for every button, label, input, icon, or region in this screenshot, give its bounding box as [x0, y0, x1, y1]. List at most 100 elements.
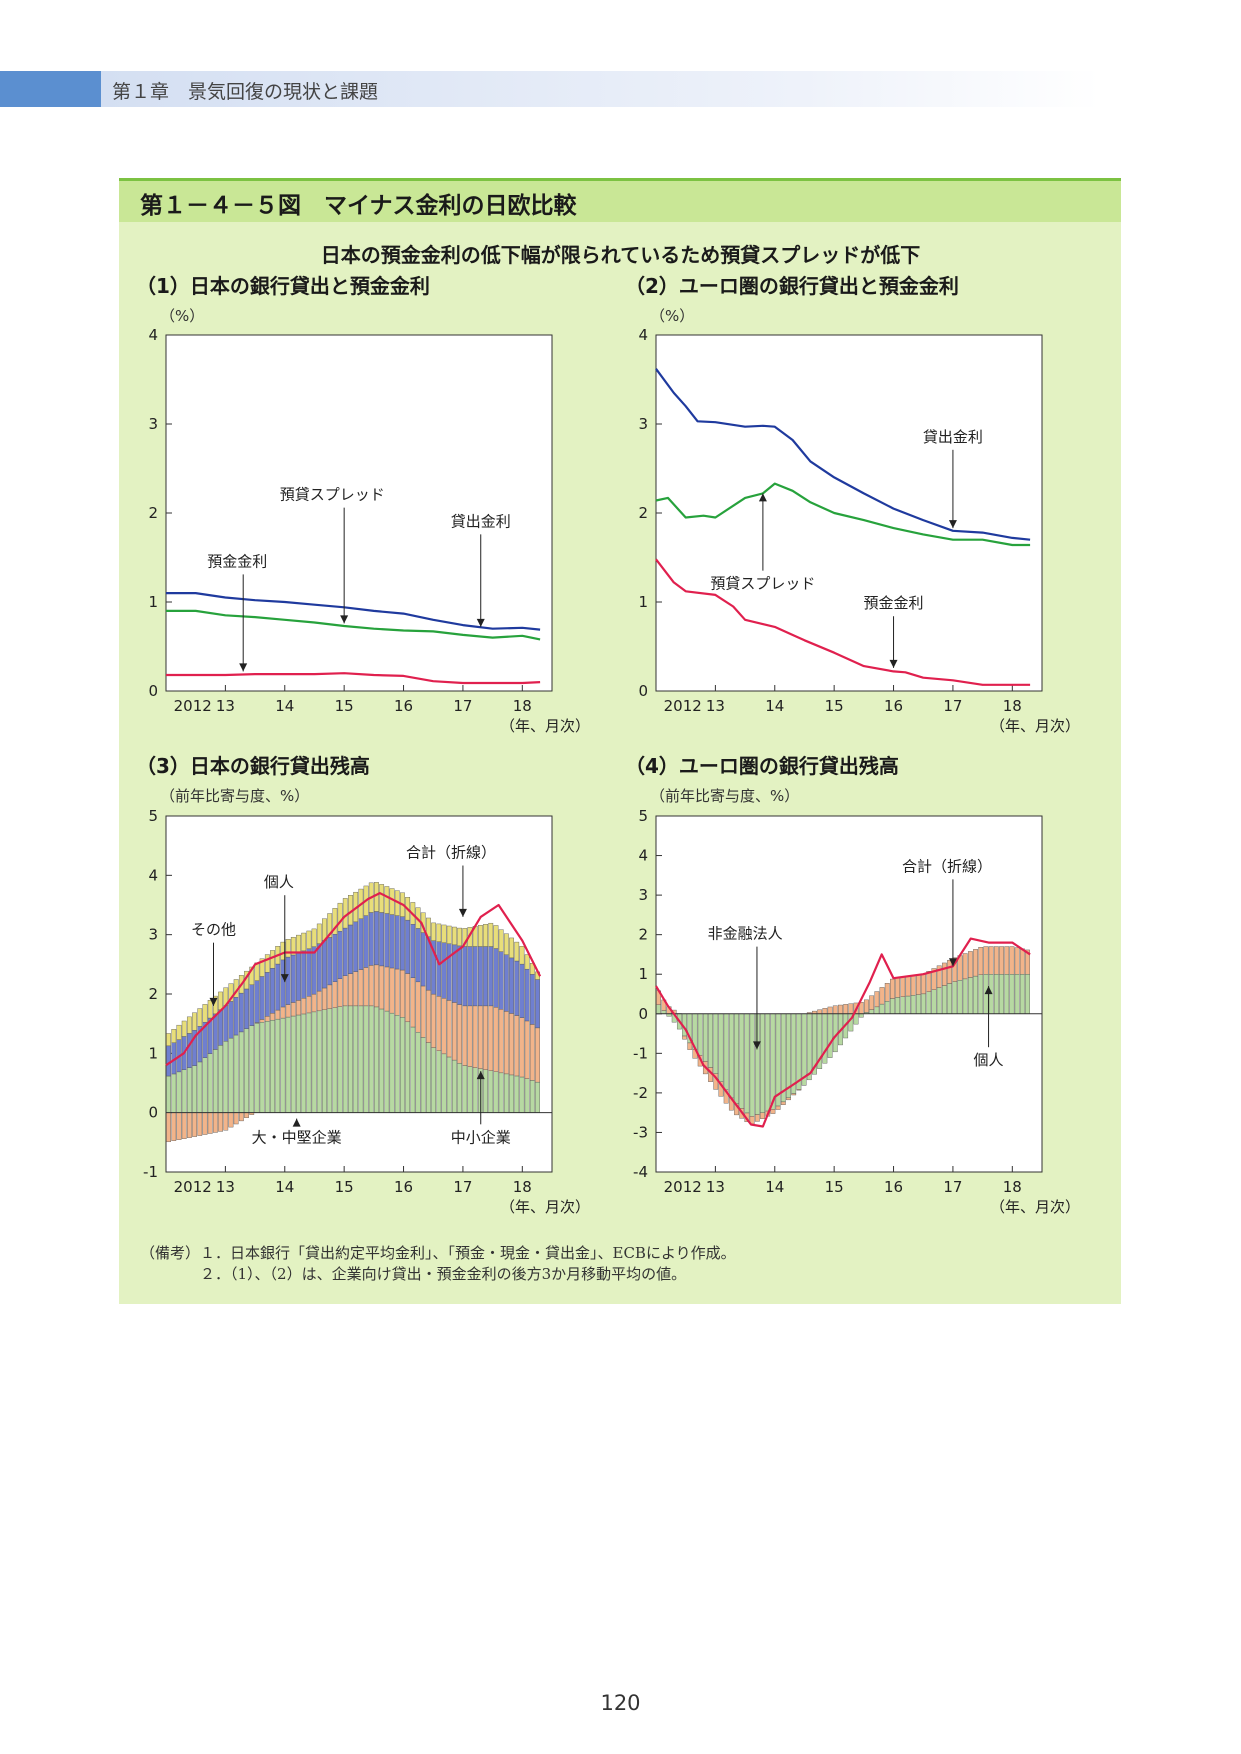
chart3-bar-大・中堅企業-42 [384, 1010, 390, 1113]
chart2-annotation-arrow-0 [948, 520, 957, 529]
chart4-bar-個人-42 [874, 991, 880, 1008]
chart4-bar-個人-70 [1019, 948, 1025, 975]
chart3-bar-個人-24 [290, 954, 296, 1003]
chart4-bar-非金融法人-29 [806, 1013, 812, 1081]
chart1-xtick-label-4: 16 [394, 697, 413, 715]
chart4-bar-非金融法人-42 [874, 1006, 880, 1014]
chart4-bar-非金融法人-59 [962, 978, 968, 1014]
chart3-bar-大・中堅企業-24 [290, 1015, 296, 1113]
figure-subtitle: 日本の預金金利の低下幅が限られているため預貸スプレッドが低下 [320, 243, 921, 267]
chart3-bar-個人-44 [394, 915, 400, 970]
chart4-bar-個人-26 [791, 1093, 797, 1096]
chart4-title: （4）ユーロ圏の銀行貸出残高 [625, 754, 899, 778]
chart4-bar-非金融法人-70 [1019, 974, 1025, 1014]
chart3-bar-個人-59 [472, 946, 478, 1007]
chart3-bar-中小企業-34 [342, 975, 348, 1007]
chart3-bar-個人-30 [322, 940, 327, 989]
chart3-ytick-label-6: 5 [148, 807, 158, 825]
chart4-bar-個人-52 [926, 971, 932, 992]
chart3-bar-個人-40 [374, 911, 379, 966]
chart3-bar-個人-63 [493, 948, 499, 1008]
chart3-bar-個人-66 [509, 957, 514, 1014]
chart3-annotation-2: その他 [191, 921, 236, 939]
chart3-bar-大・中堅企業-50 [426, 1042, 431, 1113]
chart3-bar-大・中堅企業-20 [270, 1019, 275, 1113]
chart3-bar-個人-32 [332, 934, 338, 982]
chart3-line-合計（折線） [165, 892, 542, 1067]
figure-title: 第１－４－５図 マイナス金利の日欧比較 [140, 193, 577, 219]
chart3-bar-大・中堅企業-2 [176, 1071, 182, 1113]
chart2-ytick-label-3: 3 [638, 415, 648, 433]
chart4-bar-非金融法人-57 [952, 981, 958, 1014]
chart4-bar-非金融法人-66 [999, 974, 1004, 1014]
chart4-annotation-arrow-1 [752, 1041, 761, 1050]
chart4-xtick-label-4: 16 [884, 1178, 903, 1196]
chart1-xtick-label-6: 18 [513, 697, 532, 715]
chart3-bar-その他-16 [249, 966, 255, 986]
chart3-ytick-label-4: 3 [148, 926, 158, 944]
chart2-xtick-label-3: 15 [825, 697, 844, 715]
chart1-ytick-label-3: 3 [148, 415, 158, 433]
chart3-bar-その他-33 [337, 902, 343, 932]
chart3-bar-個人-27 [306, 948, 312, 997]
chart3-bar-中小企業-25 [296, 1000, 301, 1016]
chart3-bar-個人-58 [467, 946, 473, 1007]
chart4-bar-個人-44 [884, 983, 890, 1002]
chart3-bar-中小企業-24 [290, 1002, 296, 1017]
chart3-bar-その他-18 [259, 958, 265, 977]
chart4-bar-個人-50 [916, 974, 921, 995]
chart3-bar-中小企業-43 [389, 967, 395, 1014]
chart3-bar-大・中堅企業-12 [228, 1037, 234, 1113]
chart3-bar-大・中堅企業-53 [441, 1053, 447, 1113]
chart3-bar-中小企業-39 [368, 965, 374, 1007]
chart3-bar-中小企業-44 [394, 968, 400, 1016]
chart3-xtick-label-5: 17 [453, 1178, 472, 1196]
chart3-bar-個人-28 [311, 946, 317, 995]
chart4-bar-非金融法人-48 [905, 995, 911, 1014]
chart3-bar-その他-23 [285, 939, 291, 958]
chart4-ytick-label-5: 1 [638, 965, 648, 983]
chart4-xlabel: （年、月次） [990, 1198, 1080, 1216]
chart3-bar-中小企業-14 [238, 1112, 244, 1122]
chart1-xtick-label-2: 14 [275, 697, 294, 715]
chart4-bar-非金融法人-22 [770, 1013, 776, 1110]
chart4-bar-個人-47 [900, 976, 906, 997]
chart4-bar-個人-24 [780, 1101, 786, 1105]
chart3-annotation-1: 個人 [264, 873, 294, 891]
chart4-bar-個人-41 [869, 995, 875, 1010]
chart4-bar-非金融法人-58 [957, 980, 963, 1014]
chart4-bar-個人-37 [848, 1003, 854, 1014]
chart3-bar-中小企業-66 [509, 1013, 514, 1076]
chart3-bar-その他-60 [477, 925, 483, 947]
chart4-bar-非金融法人-39 [858, 1013, 864, 1018]
chart2-ytick-label-2: 2 [638, 504, 648, 522]
chart3-bar-大・中堅企業-5 [192, 1065, 197, 1113]
chart3-bar-大・中堅企業-40 [374, 1006, 379, 1113]
chart4-bar-非金融法人-45 [890, 998, 895, 1014]
chart3-bar-個人-16 [249, 984, 255, 1026]
chart3-bar-中小企業-13 [233, 1112, 239, 1125]
chart4-bar-個人-65 [993, 946, 999, 975]
chart4-bar-非金融法人-44 [884, 1001, 890, 1014]
chart3-title: （3）日本の銀行貸出残高 [136, 754, 370, 778]
chart3-bar-中小企業-70 [529, 1024, 535, 1081]
chart2-line-預金金利 [655, 558, 1031, 686]
chart4-bar-非金融法人-25 [786, 1013, 791, 1098]
chart4-bar-個人-68 [1009, 946, 1015, 975]
chart3-bar-その他-43 [389, 888, 395, 915]
chart4-line-合計（折線） [655, 937, 1031, 1128]
chart3-bar-その他-55 [451, 926, 457, 946]
chart1-xtick-label-5: 17 [453, 697, 472, 715]
chart3-bar-中小企業-37 [358, 969, 364, 1007]
chart3-annotation-0: 合計（折線） [406, 844, 496, 862]
chart4-bar-個人-63 [983, 946, 989, 975]
chart3-bar-中小企業-54 [446, 1000, 452, 1058]
chart4-bar-非金融法人-0 [656, 1004, 661, 1014]
chart1-xtick-label-1: 13 [216, 697, 235, 715]
chart3-bar-その他-20 [270, 950, 275, 969]
chart3-bar-中小企業-2 [176, 1112, 182, 1140]
chart4-bar-非金融法人-52 [926, 991, 932, 1014]
chart4-bar-個人-6 [687, 1042, 693, 1050]
chart3-bar-個人-21 [275, 963, 281, 1011]
